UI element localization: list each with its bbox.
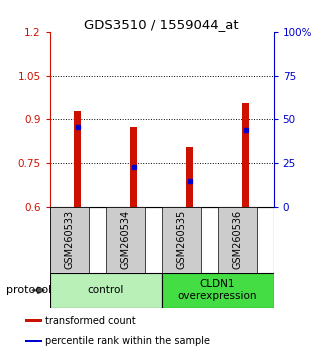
Text: GSM260536: GSM260536 [232,210,242,269]
Bar [242,103,249,207]
Text: GSM260535: GSM260535 [176,210,186,269]
Bar [218,207,257,273]
Bar [130,127,137,207]
Bar [50,207,89,273]
Bar [162,273,274,308]
Text: control: control [87,285,124,295]
Bar [186,147,193,207]
Text: GSM260533: GSM260533 [64,210,74,269]
Bar [50,273,162,308]
Bar [25,319,42,322]
Text: GSM260534: GSM260534 [120,210,130,269]
Bar [25,340,42,343]
Text: transformed count: transformed count [45,316,136,326]
Text: protocol: protocol [6,285,52,295]
Title: GDS3510 / 1559044_at: GDS3510 / 1559044_at [84,18,239,31]
Bar [106,207,145,273]
Bar [162,207,201,273]
Bar [74,111,81,207]
Text: percentile rank within the sample: percentile rank within the sample [45,336,210,346]
Text: CLDN1
overexpression: CLDN1 overexpression [178,279,257,301]
